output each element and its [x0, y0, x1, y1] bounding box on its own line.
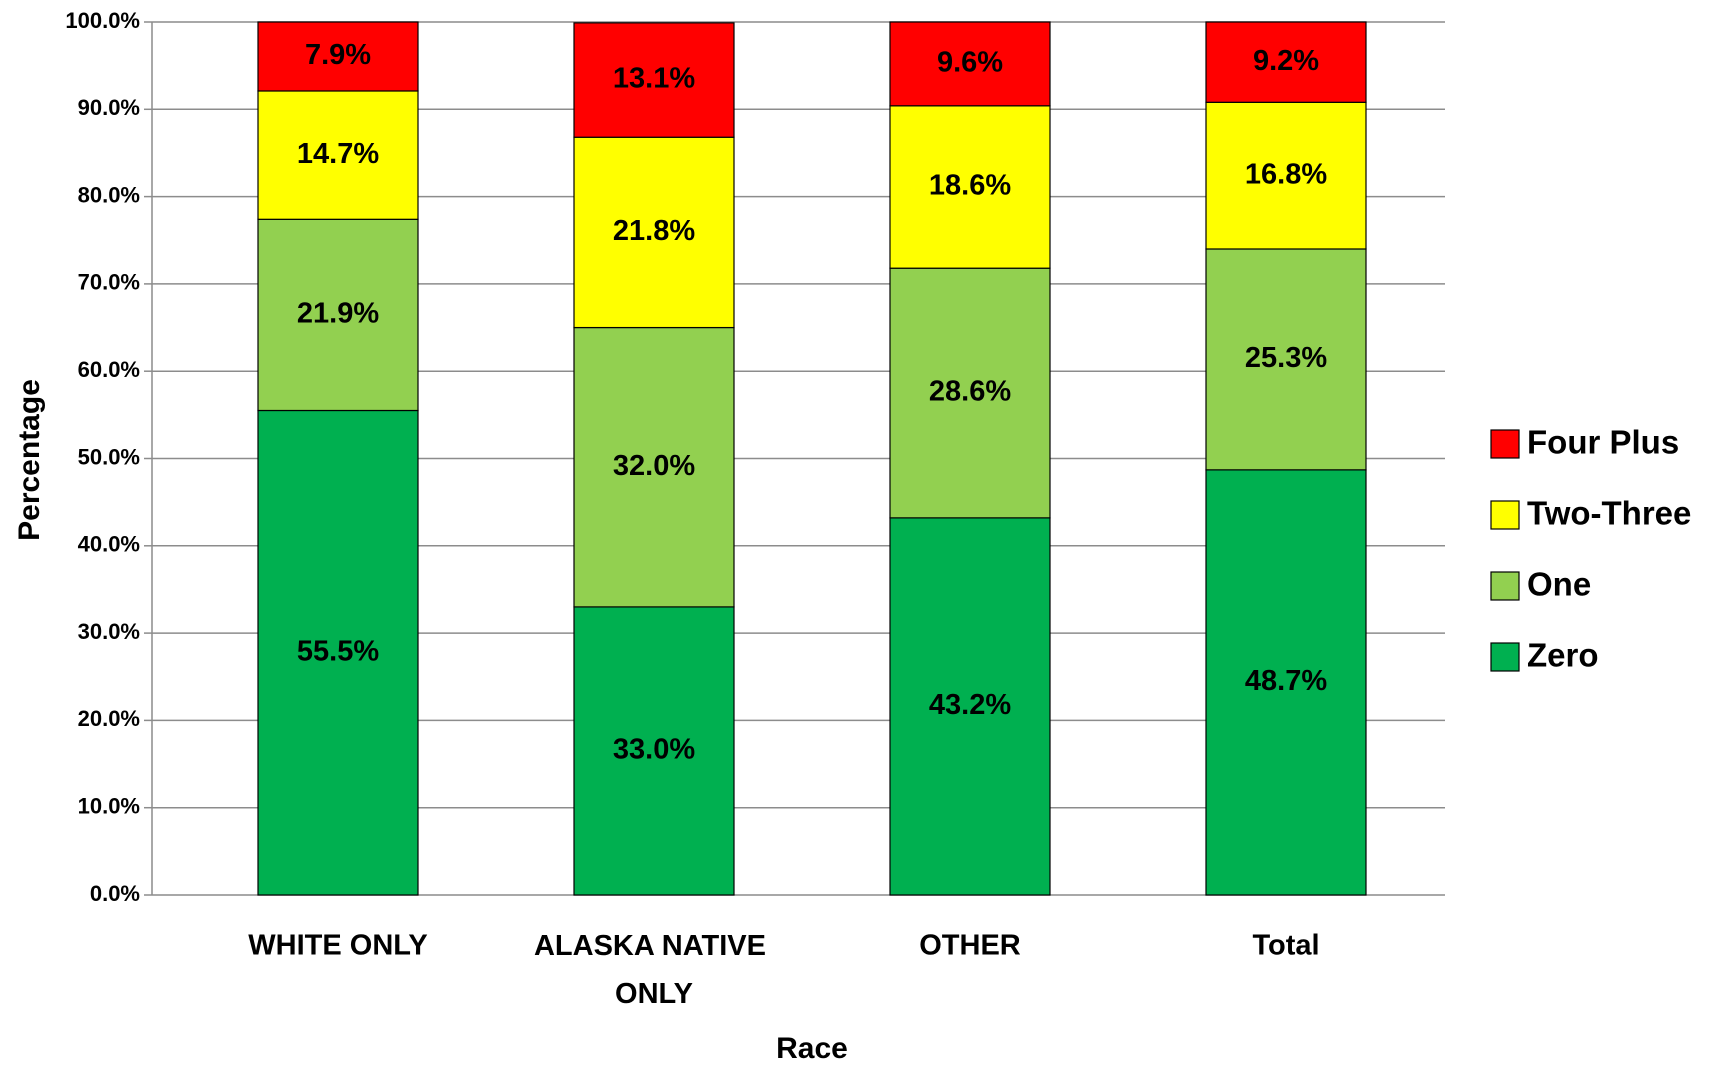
data-label: 13.1% [613, 63, 695, 95]
bar-segment [257, 409, 419, 896]
x-tick-label: Total [1252, 930, 1319, 962]
data-label: 21.9% [297, 298, 379, 330]
bar-segment [573, 326, 735, 608]
legend-swatch [1490, 500, 1520, 530]
legend-label: Zero [1527, 637, 1599, 674]
data-label: 32.0% [613, 450, 695, 482]
data-label: 9.2% [1253, 45, 1319, 77]
bar-segment [573, 136, 735, 329]
y-tick-label: 100.0% [65, 8, 140, 33]
bar-segment [889, 21, 1051, 107]
x-tick-label: WHITE ONLY [248, 930, 427, 962]
bar-segment [1205, 248, 1367, 471]
data-label: 43.2% [929, 689, 1011, 721]
data-label: 21.8% [613, 215, 695, 247]
y-tick-label: 70.0% [78, 270, 140, 295]
legend: Four Plus Two-Three One Zero [1490, 424, 1691, 674]
bar-segment [257, 218, 419, 412]
legend-swatch [1490, 642, 1520, 672]
data-label: 16.8% [1245, 158, 1327, 190]
bar-segment [257, 90, 419, 220]
data-label: 18.6% [929, 170, 1011, 202]
data-label: 14.7% [297, 138, 379, 170]
bars [257, 21, 1367, 896]
y-tick-label: 20.0% [78, 706, 140, 731]
y-tick-label: 10.0% [78, 794, 140, 819]
legend-swatch [1490, 429, 1520, 459]
data-label: 25.3% [1245, 342, 1327, 374]
legend-swatch [1490, 571, 1520, 601]
legend-label: Four Plus [1527, 424, 1679, 461]
bar-segment [889, 517, 1051, 896]
data-label: 7.9% [305, 39, 371, 71]
data-label: 33.0% [613, 734, 695, 766]
data-label: 55.5% [297, 635, 379, 667]
y-tick-label: 80.0% [78, 182, 140, 207]
y-tick-label: 40.0% [78, 532, 140, 557]
bar-segment [1205, 21, 1367, 103]
legend-label: One [1527, 566, 1591, 603]
y-tick-label: 50.0% [78, 444, 140, 469]
bar-segment [257, 21, 419, 92]
data-label: 28.6% [929, 376, 1011, 408]
y-tick-label: 0.0% [90, 881, 140, 906]
x-tick-label: ALASKA NATIVE ONLY [534, 930, 774, 1010]
bar-segment [1205, 469, 1367, 896]
y-tick-label: 30.0% [78, 619, 140, 644]
y-tick-label: 60.0% [78, 357, 140, 382]
bar-segment [573, 22, 735, 138]
data-label: 9.6% [937, 47, 1003, 79]
x-tick-label: OTHER [919, 930, 1021, 962]
x-axis-title: Race [776, 1032, 848, 1065]
bar-segment [1205, 101, 1367, 250]
legend-label: Two-Three [1527, 495, 1691, 532]
bar-segment [573, 606, 735, 896]
y-tick-label: 90.0% [78, 95, 140, 120]
bar-segment [889, 267, 1051, 519]
labels: 55.5% 21.9% 14.7% 7.9% WHITE ONLY 33.0% 32.0% 2… [248, 39, 1327, 1010]
y-axis-title: Percentage [13, 379, 46, 541]
data-label: 48.7% [1245, 665, 1327, 697]
